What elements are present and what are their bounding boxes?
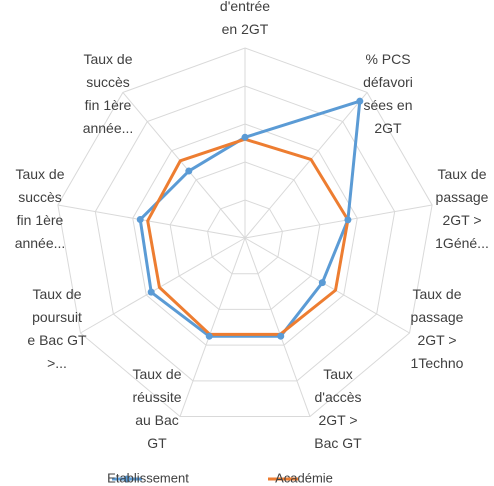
point-marker xyxy=(185,167,193,175)
point-marker xyxy=(277,332,285,340)
axis-label: >... xyxy=(47,355,67,371)
axis-label: Taux de xyxy=(32,286,81,302)
axis-label: fin 1ère xyxy=(85,97,132,113)
point-marker xyxy=(356,97,364,105)
grid-ring xyxy=(132,123,358,346)
axis-spoke xyxy=(244,204,433,239)
grid-ring xyxy=(207,199,283,275)
axis-label: d'accès xyxy=(314,389,361,405)
axis-label: poursuit xyxy=(32,309,82,325)
point-marker xyxy=(344,216,352,224)
point-marker xyxy=(241,133,249,141)
axis-label: Taux de xyxy=(15,166,64,182)
axis-label: 2GT > xyxy=(318,412,357,428)
axis-label: 1Techno xyxy=(411,355,464,371)
axis-spoke xyxy=(244,237,410,334)
axis-label: au Bac xyxy=(135,412,179,428)
axis-label: GT xyxy=(147,435,167,451)
axis-label: Taux de xyxy=(83,51,132,67)
axis-spoke xyxy=(244,92,368,239)
point-marker xyxy=(318,279,326,287)
axis-label: en 2GT xyxy=(222,21,269,37)
axis-label: sées en xyxy=(363,97,412,113)
axis-label: Taux de xyxy=(437,166,486,182)
axis-spoke xyxy=(179,237,246,417)
axis-label: réussite xyxy=(132,389,181,405)
legend-label: Académie xyxy=(275,470,333,485)
axis-label: année... xyxy=(83,120,134,136)
axis-label: passage xyxy=(436,189,489,205)
series-line xyxy=(146,137,350,336)
legend-label: Etablissement xyxy=(107,470,189,485)
legend-marker xyxy=(123,475,131,483)
axis-label: 1Géné... xyxy=(435,235,489,251)
axis-label: % PCS xyxy=(365,51,410,67)
grid-ring xyxy=(57,47,433,418)
point-marker xyxy=(147,288,155,296)
axis-label: année... xyxy=(15,235,66,251)
axis-label: 2GT > xyxy=(442,212,481,228)
axis-label: Taux de xyxy=(132,366,181,382)
point-marker xyxy=(205,332,213,340)
axis-label: passage xyxy=(411,309,464,325)
series-line xyxy=(138,99,362,338)
axis-spoke xyxy=(80,237,246,334)
axis-spoke xyxy=(57,204,246,239)
axis-spoke xyxy=(244,237,311,417)
axis-label: 2GT > xyxy=(417,332,456,348)
point-marker xyxy=(136,216,144,224)
axis-label: Bac GT xyxy=(314,435,362,451)
grid-ring xyxy=(169,161,321,310)
axis-label: Taux de xyxy=(412,286,461,302)
axis-label: d'entrée xyxy=(220,0,270,14)
axis-label: succès xyxy=(18,189,62,205)
axis-spoke xyxy=(122,92,246,239)
axis-label: Taux xyxy=(323,366,353,382)
grid-ring xyxy=(94,85,396,382)
axis-label: 2GT xyxy=(374,120,402,136)
axis-label: fin 1ère xyxy=(17,212,64,228)
axis-label: e Bac GT xyxy=(27,332,87,348)
axis-label: défavori xyxy=(363,74,413,90)
axis-label: succès xyxy=(86,74,130,90)
